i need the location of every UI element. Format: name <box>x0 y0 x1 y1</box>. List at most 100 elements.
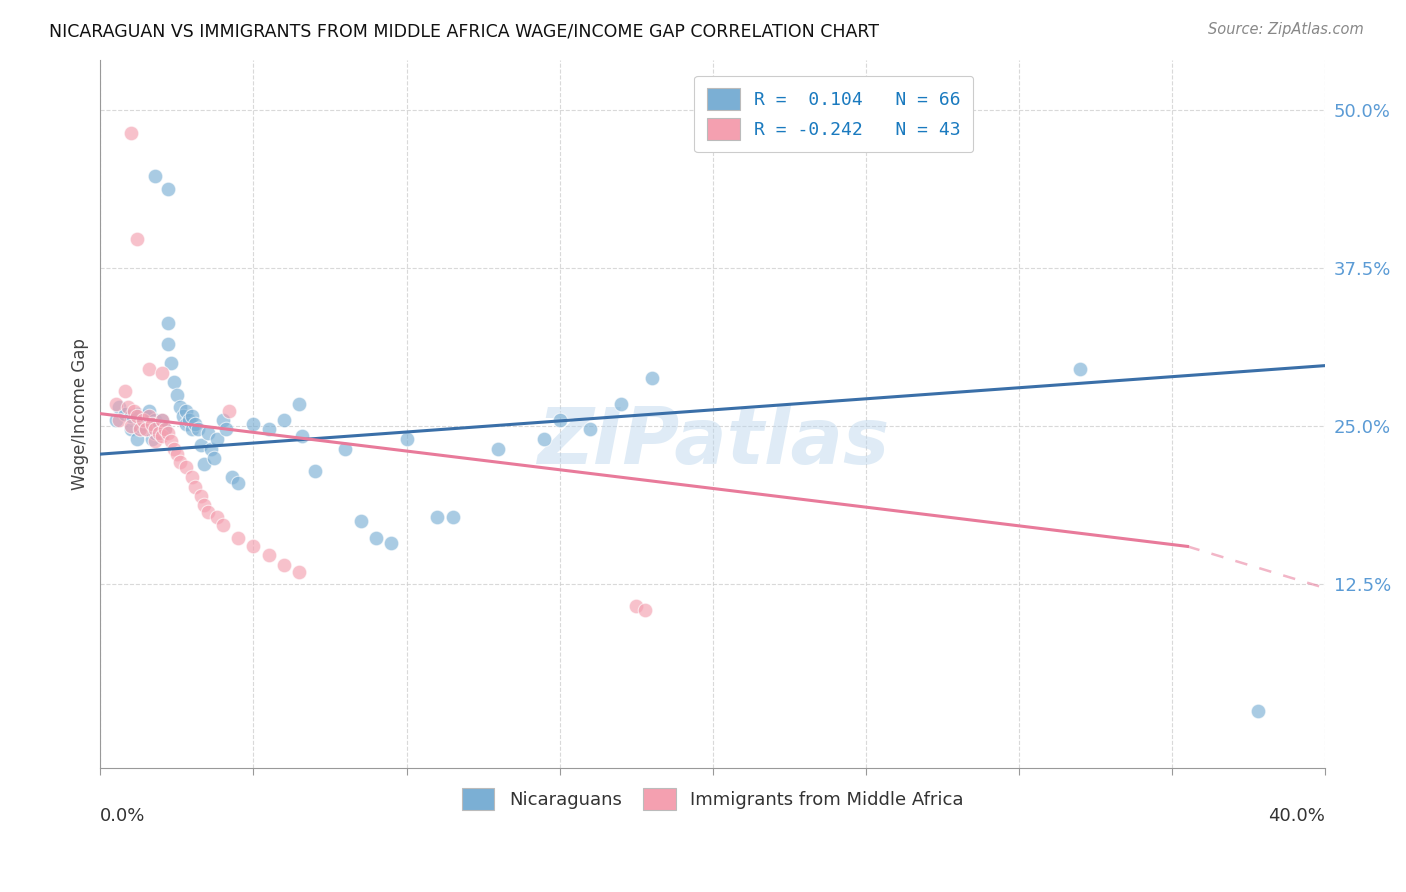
Point <box>156 316 179 330</box>
Point <box>150 425 173 440</box>
Point <box>226 531 249 545</box>
Point <box>1069 362 1091 376</box>
Point <box>159 434 181 449</box>
Point <box>169 401 191 415</box>
Point <box>273 558 295 573</box>
Point <box>122 404 145 418</box>
Point <box>156 425 179 440</box>
Point <box>141 432 163 446</box>
Point <box>148 425 170 440</box>
Point <box>184 480 207 494</box>
Point <box>1247 704 1270 718</box>
Point <box>205 432 228 446</box>
Point <box>129 422 152 436</box>
Point <box>138 404 160 418</box>
Point <box>150 413 173 427</box>
Point <box>226 476 249 491</box>
Point <box>166 387 188 401</box>
Point <box>174 404 197 418</box>
Point <box>159 356 181 370</box>
Point <box>533 432 555 446</box>
Point <box>218 404 240 418</box>
Point <box>150 429 173 443</box>
Point <box>120 422 142 436</box>
Point <box>488 442 510 456</box>
Y-axis label: Wage/Income Gap: Wage/Income Gap <box>72 338 89 490</box>
Point <box>200 442 222 456</box>
Point <box>129 419 152 434</box>
Point <box>197 425 219 440</box>
Text: ZIPatlas: ZIPatlas <box>537 404 889 480</box>
Point <box>150 413 173 427</box>
Point <box>640 371 662 385</box>
Point <box>242 540 264 554</box>
Point <box>117 401 139 415</box>
Point <box>104 396 127 410</box>
Point <box>166 447 188 461</box>
Point <box>288 396 311 410</box>
Point <box>107 401 129 415</box>
Point <box>145 169 167 183</box>
Point <box>163 442 186 456</box>
Point <box>127 232 149 246</box>
Point <box>120 419 142 434</box>
Point <box>153 422 176 436</box>
Point <box>626 599 648 613</box>
Point <box>120 409 142 424</box>
Point <box>141 419 163 434</box>
Point <box>127 432 149 446</box>
Point <box>441 510 464 524</box>
Point <box>197 505 219 519</box>
Point <box>127 409 149 424</box>
Point <box>380 535 402 549</box>
Point <box>426 510 449 524</box>
Point <box>193 457 215 471</box>
Point <box>135 409 157 424</box>
Point <box>174 459 197 474</box>
Point <box>548 413 571 427</box>
Point <box>304 464 326 478</box>
Point <box>579 422 602 436</box>
Legend: Nicaraguans, Immigrants from Middle Africa: Nicaraguans, Immigrants from Middle Afri… <box>453 779 973 819</box>
Point <box>141 417 163 431</box>
Point <box>364 531 387 545</box>
Point <box>150 366 173 380</box>
Point <box>634 602 657 616</box>
Text: NICARAGUAN VS IMMIGRANTS FROM MIDDLE AFRICA WAGE/INCOME GAP CORRELATION CHART: NICARAGUAN VS IMMIGRANTS FROM MIDDLE AFR… <box>49 22 879 40</box>
Point <box>156 181 179 195</box>
Point <box>120 126 142 140</box>
Point <box>138 409 160 424</box>
Text: Source: ZipAtlas.com: Source: ZipAtlas.com <box>1208 22 1364 37</box>
Point <box>145 413 167 427</box>
Point <box>127 407 149 421</box>
Point <box>114 384 136 398</box>
Point <box>291 429 314 443</box>
Point <box>135 422 157 436</box>
Point <box>193 498 215 512</box>
Point <box>288 565 311 579</box>
Point <box>257 549 280 563</box>
Point <box>242 417 264 431</box>
Point <box>190 489 212 503</box>
Point <box>179 413 201 427</box>
Point <box>145 425 167 440</box>
Text: 0.0%: 0.0% <box>100 806 146 824</box>
Point <box>132 413 155 427</box>
Point <box>153 422 176 436</box>
Point <box>273 413 295 427</box>
Point <box>138 362 160 376</box>
Point <box>114 407 136 421</box>
Point <box>135 422 157 436</box>
Point <box>202 450 225 465</box>
Point <box>184 417 207 431</box>
Text: 40.0%: 40.0% <box>1268 806 1326 824</box>
Point <box>181 422 204 436</box>
Point <box>187 422 209 436</box>
Point <box>211 413 233 427</box>
Point <box>221 470 243 484</box>
Point <box>132 417 155 431</box>
Point <box>174 417 197 431</box>
Point <box>190 438 212 452</box>
Point <box>257 422 280 436</box>
Point <box>335 442 357 456</box>
